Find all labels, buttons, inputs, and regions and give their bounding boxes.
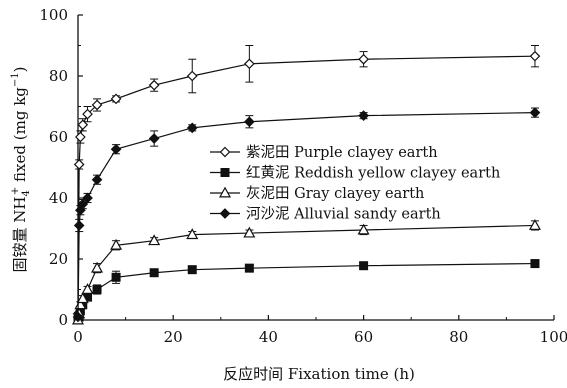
series-3 [71,219,541,325]
filled-diamond-marker [358,110,369,121]
filled-square-marker [220,168,230,177]
filled-diamond-marker [82,192,93,204]
series-2 [73,259,540,325]
filled-diamond-marker [186,122,198,134]
open-diamond-marker [75,131,86,143]
filled-diamond-marker [529,107,541,118]
legend-item: 河沙泥 Alluvial sandy earth [210,206,441,223]
x-tick-label: 60 [354,328,373,346]
legend-item: 紫泥田 Purple clayey earth [210,144,438,161]
open-diamond-marker [244,58,255,70]
open-diamond-marker [73,159,85,170]
legend-label: 灰泥田 Gray clayey earth [246,185,424,202]
x-tick-label: 100 [540,328,567,346]
y-tick-label: 60 [49,128,68,146]
x-tick-label: 0 [73,328,83,346]
filled-diamond-marker [77,198,89,210]
legend-item: 灰泥田 Gray clayey earth [210,185,424,202]
open-diamond-marker [219,146,231,158]
series-layer [71,45,541,325]
open-triangle-marker [218,186,232,198]
open-triangle-marker [91,261,104,273]
x-tick-label: 40 [259,328,278,346]
series-1 [72,45,541,320]
legend-label: 红黄泥 Reddish yellow clayey earth [246,165,500,182]
open-triangle-marker [148,234,161,246]
open-diamond-marker [77,119,89,131]
y-tick-label: 80 [49,67,68,85]
open-diamond-marker [529,50,541,62]
legend-label: 紫泥田 Purple clayey earth [246,144,438,161]
filled-square-marker [111,272,121,282]
open-triangle-marker [186,228,199,240]
filled-diamond-marker [91,174,103,186]
y-tick-label: 100 [39,6,68,24]
legend-label: 河沙泥 Alluvial sandy earth [246,206,441,223]
open-diamond-marker [148,79,160,91]
filled-square-marker [530,259,540,269]
open-triangle-marker [76,292,89,304]
filled-square-marker [244,263,254,273]
open-diamond-marker [186,70,198,82]
open-diamond-marker [82,108,93,120]
x-axis-label: 反应时间 Fixation time (h) [223,365,415,383]
series-line [77,224,535,321]
filled-square-marker [359,261,369,271]
series-4 [72,107,541,323]
open-triangle-marker [357,223,370,235]
x-tick-label: 80 [449,328,468,346]
filled-diamond-marker [72,311,84,323]
filled-square-marker [187,265,197,275]
filled-square-marker [92,285,102,294]
filled-square-marker [149,268,159,278]
series-line [77,262,535,321]
y-tick-label: 0 [58,311,68,329]
x-tick-label: 20 [164,328,183,346]
open-diamond-marker [91,99,103,111]
y-tick-label: 20 [49,250,68,268]
open-triangle-marker [81,283,94,294]
filled-diamond-marker [219,208,231,219]
filled-diamond-marker [244,116,255,128]
open-triangle-marker [110,238,123,250]
filled-diamond-marker [73,220,85,231]
filled-diamond-marker [110,143,122,155]
open-diamond-marker [358,53,369,65]
axes-layer: 0 20 40 60 80 100 0 20 40 60 80 100 反应时间 Fixation ti… [10,6,567,383]
open-triangle-marker [528,219,541,230]
legend-item: 红黄泥 Reddish yellow clayey earth [210,165,500,182]
open-diamond-marker [110,93,122,105]
y-axis-label: 固铵量 NH4+ fixed (mg kg−1) [10,67,32,273]
legend: 紫泥田 Purple clayey earth 红黄泥 Reddish yello… [210,144,500,223]
y-tick-label: 40 [49,189,68,207]
open-triangle-marker [243,226,256,238]
filled-diamond-marker [148,133,160,144]
